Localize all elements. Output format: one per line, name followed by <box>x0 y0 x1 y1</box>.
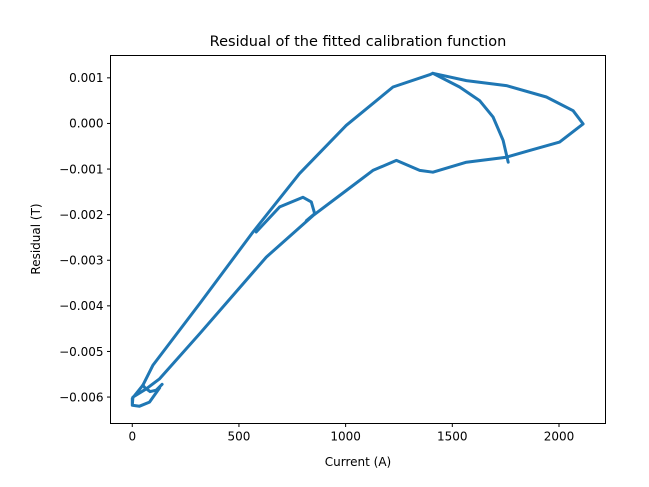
y-tick-label: −0.001 <box>59 162 103 176</box>
y-tick-label: −0.004 <box>59 299 103 313</box>
y-tick-label: −0.003 <box>59 254 103 268</box>
y-tick-label: −0.006 <box>59 390 103 404</box>
x-tick-label: 0 <box>128 430 136 444</box>
x-axis-label: Current (A) <box>325 455 391 469</box>
x-tick-label: 2000 <box>544 430 575 444</box>
x-tick-label: 500 <box>227 430 250 444</box>
series-line-main-loop <box>130 71 585 408</box>
y-axis-label: Residual (T) <box>29 203 43 274</box>
x-tick-label: 1000 <box>330 430 361 444</box>
chart-title: Residual of the fitted calibration funct… <box>210 34 507 50</box>
plot-area <box>130 71 585 408</box>
series-line-low-current-loop <box>141 382 164 394</box>
y-tick-label: −0.002 <box>59 208 103 222</box>
axis-ticks: 0 500 1000 1500 2000 0.001 0.000 −0.001 −0.002 −0… <box>59 71 574 443</box>
y-tick-label: 0.001 <box>69 71 103 85</box>
y-tick-label: 0.000 <box>69 117 103 131</box>
series-line-descending-branch <box>431 71 510 164</box>
series-line-inner-minor-loop <box>254 195 317 234</box>
y-tick-label: −0.005 <box>59 345 103 359</box>
x-tick-label: 1500 <box>437 430 468 444</box>
axes-frame <box>110 55 606 424</box>
